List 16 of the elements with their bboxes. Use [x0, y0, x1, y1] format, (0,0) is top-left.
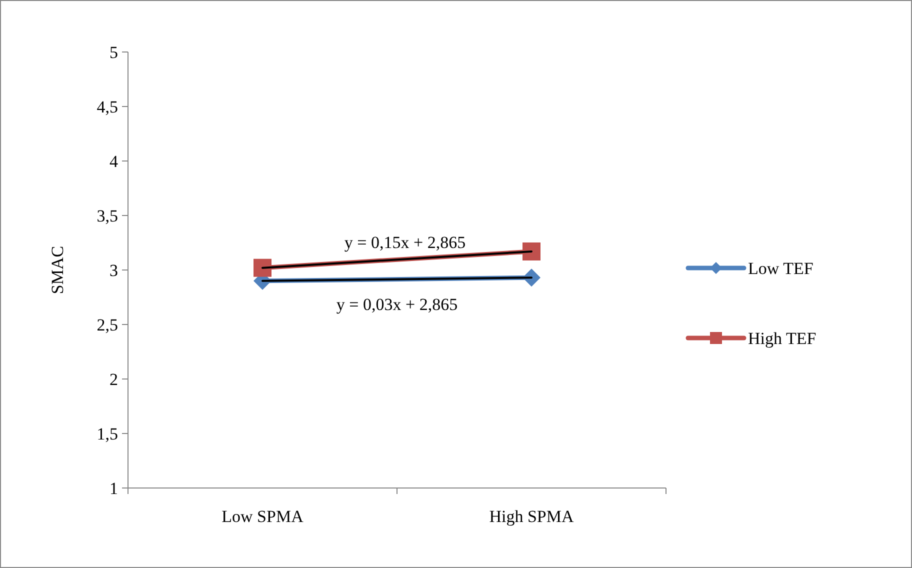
legend-label: High TEF [748, 328, 816, 348]
y-tick-label: 1 [110, 478, 118, 498]
legend-label: Low TEF [748, 258, 814, 278]
y-tick-label: 2 [110, 370, 118, 389]
y-tick-label: 3 [110, 260, 118, 280]
y-tick-label: 3,5 [96, 206, 118, 226]
x-tick-label: High SPMA [489, 507, 574, 526]
y-tick-label: 4,5 [96, 97, 118, 116]
y-tick-label: 5 [110, 42, 118, 62]
y-tick-label: 1,5 [96, 424, 118, 444]
x-tick-label: Low SPMA [222, 507, 304, 526]
y-tick-label: 4 [110, 152, 118, 171]
y-tick-label: 2,5 [96, 315, 118, 334]
annotation: y = 0,15x + 2,865 [344, 233, 466, 252]
annotation: y = 0,03x + 2,865 [336, 295, 458, 314]
y-axis-title: SMAC [48, 246, 67, 294]
